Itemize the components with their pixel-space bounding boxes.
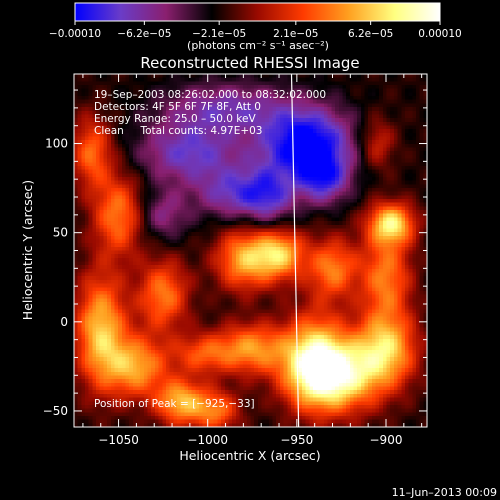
- colorbar-tick-label: 6.2e−05: [348, 28, 393, 40]
- x-tick-label: −1000: [187, 433, 228, 447]
- annotation-peak-position: Position of Peak = [−925,−33]: [94, 398, 255, 410]
- x-tick-label: −950: [280, 433, 313, 447]
- y-tick-label: 100: [45, 137, 68, 151]
- colorbar-tick-label: −0.00010: [49, 28, 101, 40]
- y-axis: −50 0 50 100: [43, 89, 427, 418]
- y-tick-label: −50: [43, 404, 68, 418]
- annotation-total-counts: Clean Total counts: 4.97E+03: [94, 125, 263, 137]
- chart-title: Reconstructed RHESSI Image: [140, 54, 359, 72]
- solar-limb-line: [290, 74, 300, 427]
- x-axis-label: Heliocentric X (arcsec): [179, 448, 320, 463]
- x-tick-label: −900: [370, 433, 403, 447]
- colorbar: [74, 2, 441, 22]
- heatmap-image: [74, 74, 427, 427]
- colorbar-tick-label: −2.1e−05: [192, 28, 246, 40]
- colorbar-unit-label: (photons cm⁻² s⁻¹ asec⁻²): [187, 39, 329, 52]
- x-axis: −1050 −1000 −950 −900: [82, 74, 423, 447]
- annotation-detectors: Detectors: 4F 5F 6F 7F 8F, Att 0: [94, 101, 261, 113]
- y-axis-label: Heliocentric Y (arcsec): [20, 180, 35, 320]
- x-tick-label: −1050: [98, 433, 139, 447]
- annotation-time-range: 19–Sep–2003 08:26:02.000 to 08:32:02.000: [94, 89, 326, 101]
- y-tick-label: 0: [60, 315, 68, 329]
- colorbar-ticks: −0.00010 −6.2e−05 −2.1e−05 2.1e−05 6.2e−05 0.…: [49, 21, 462, 40]
- annotation-energy-range: Energy Range: 25.0 – 50.0 keV: [94, 113, 256, 125]
- colorbar-tick-label: 0.00010: [418, 28, 461, 40]
- observation-annotations: 19–Sep–2003 08:26:02.000 to 08:32:02.000…: [94, 89, 326, 410]
- plot-timestamp: 11–Jun–2013 00:09: [392, 486, 497, 499]
- colorbar-tick-label: −6.2e−05: [117, 28, 171, 40]
- y-tick-label: 50: [53, 226, 68, 240]
- colorbar-tick-label: 2.1e−05: [273, 28, 318, 40]
